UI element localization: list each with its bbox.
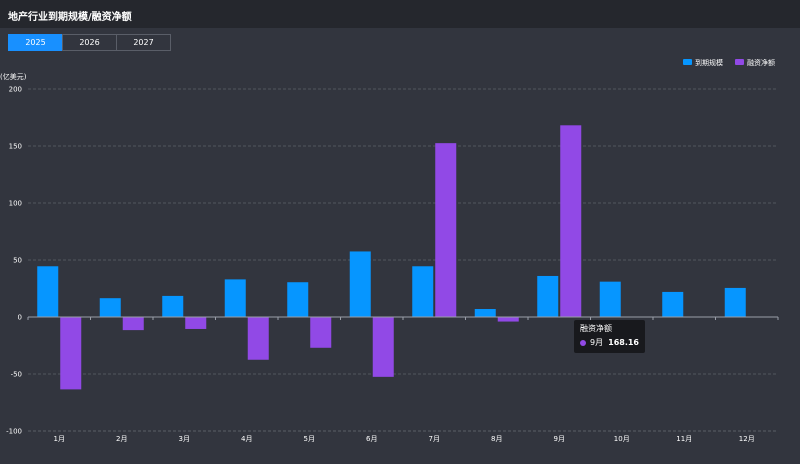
x-tick-label: 9月 [554, 435, 565, 443]
x-tick-label: 3月 [179, 435, 190, 443]
legend-swatch-icon[interactable] [683, 59, 692, 65]
y-tick-label: 150 [9, 143, 22, 151]
x-tick-label: 6月 [366, 435, 377, 443]
x-axis: 1月 2月 3月 4月 5月 6月 7月 8月 9月 10月 11月 12月 [27, 316, 779, 443]
x-tick-label: 10月 [614, 435, 630, 443]
bar-net-financing[interactable] [247, 317, 269, 360]
bar-maturity[interactable] [287, 282, 309, 317]
x-tick-label: 5月 [304, 435, 315, 443]
tab-2027[interactable]: 2027 [116, 34, 171, 51]
bars [37, 125, 746, 390]
tooltip-title: 融资净额 [580, 324, 612, 333]
bar-net-financing[interactable] [372, 317, 394, 377]
x-tick-label: 12月 [739, 435, 755, 443]
bar-net-financing[interactable] [497, 317, 519, 322]
bar-net-financing[interactable] [60, 317, 82, 390]
y-tick-label: -100 [6, 428, 22, 436]
legend: 到期规模 融资净额 [683, 58, 775, 67]
bar-maturity[interactable] [99, 298, 121, 317]
bar-maturity[interactable] [724, 287, 746, 317]
bar-maturity[interactable] [224, 279, 246, 317]
bar-net-financing[interactable] [310, 317, 332, 348]
tooltip-value: 168.16 [608, 338, 639, 347]
year-tabs: 2025 2026 2027 [8, 34, 171, 51]
y-axis: (亿美元) -100 -50 0 50 100 150 200 [0, 72, 27, 436]
y-tick-label: 100 [9, 200, 22, 208]
bar-maturity[interactable] [599, 281, 621, 317]
bar-net-financing[interactable] [122, 317, 144, 331]
bar-maturity[interactable] [162, 295, 184, 317]
y-tick-label: -50 [11, 371, 22, 379]
bar-maturity[interactable] [349, 251, 371, 317]
tooltip-row: 9月 168.16 [580, 338, 639, 348]
x-tick-label: 8月 [491, 435, 502, 443]
bar-maturity[interactable] [662, 291, 684, 317]
tooltip-dot-icon [580, 340, 586, 346]
bar-maturity[interactable] [37, 266, 59, 317]
x-tick-label: 7月 [429, 435, 440, 443]
bar-net-financing[interactable] [435, 143, 457, 317]
legend-label-maturity[interactable]: 到期规模 [695, 58, 723, 67]
bar-maturity[interactable] [537, 275, 559, 317]
y-axis-label: (亿美元) [0, 72, 27, 81]
x-tick-label: 1月 [54, 435, 65, 443]
bar-net-financing[interactable] [560, 125, 582, 317]
tooltip-month: 9月 [590, 338, 604, 347]
x-tick-label: 11月 [676, 435, 692, 443]
y-tick-label: 50 [13, 257, 22, 265]
header-bar: 地产行业到期规模/融资净额 [0, 0, 800, 28]
bar-net-financing[interactable] [185, 317, 207, 329]
legend-label-net-financing[interactable]: 融资净额 [747, 58, 775, 67]
chart-tooltip: 融资净额 9月 168.16 [574, 320, 645, 353]
grid-lines [28, 88, 778, 432]
x-tick-label: 2月 [116, 435, 127, 443]
page-title: 地产行业到期规模/融资净额 [8, 12, 132, 23]
x-tick-label: 4月 [241, 435, 252, 443]
legend-swatch-icon[interactable] [735, 59, 744, 65]
bar-maturity[interactable] [474, 309, 496, 317]
y-tick-label: 200 [9, 86, 22, 94]
bar-maturity[interactable] [412, 266, 434, 317]
y-tick-label: 0 [18, 314, 22, 322]
